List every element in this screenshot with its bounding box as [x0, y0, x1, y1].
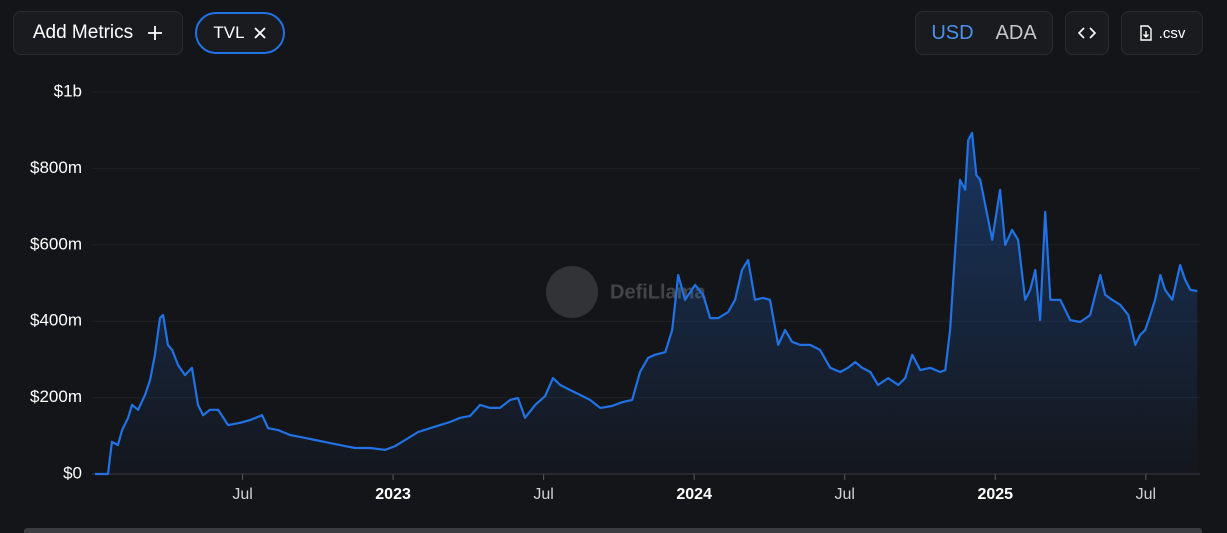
add-metrics-button[interactable]: Add Metrics	[13, 11, 183, 55]
code-icon	[1078, 27, 1096, 39]
y-tick-label: $1b	[54, 81, 82, 100]
watermark-text: DefiLlama	[610, 281, 706, 303]
area-fill	[95, 132, 1198, 474]
csv-button[interactable]: .csv	[1121, 11, 1203, 55]
metric-pill[interactable]: TVL	[195, 12, 285, 54]
tvl-line	[95, 131, 1198, 476]
x-tick-label: 2025	[977, 486, 1013, 503]
csv-label: .csv	[1158, 24, 1186, 42]
scrollbar[interactable]	[24, 528, 1202, 533]
embed-button[interactable]	[1065, 11, 1109, 55]
y-tick-label: $800m	[30, 158, 82, 177]
close-icon[interactable]	[253, 26, 267, 40]
currency-option[interactable]: ADA	[995, 21, 1037, 44]
watermark: DefiLlama	[546, 266, 706, 318]
y-tick-label: $0	[63, 463, 82, 482]
x-tick-label: 2023	[375, 486, 411, 503]
currency-toggle: USD ADA	[915, 11, 1053, 55]
x-tick-label: 2024	[676, 486, 712, 503]
currency-option[interactable]: USD	[931, 21, 974, 44]
y-tick-label: $200m	[30, 387, 82, 406]
x-tick-label: Jul	[834, 486, 854, 503]
metric-label: TVL	[213, 23, 245, 42]
button-label: Add Metrics	[32, 22, 134, 43]
x-tick-label: Jul	[1136, 486, 1156, 503]
x-tick-label: Jul	[533, 486, 553, 503]
download-icon	[1139, 25, 1152, 41]
y-tick-label: $600m	[30, 234, 82, 253]
plus-icon	[148, 26, 163, 40]
x-tick-label: Jul	[232, 486, 252, 503]
watermark-logo	[546, 266, 598, 318]
y-tick-label: $400m	[30, 311, 82, 330]
